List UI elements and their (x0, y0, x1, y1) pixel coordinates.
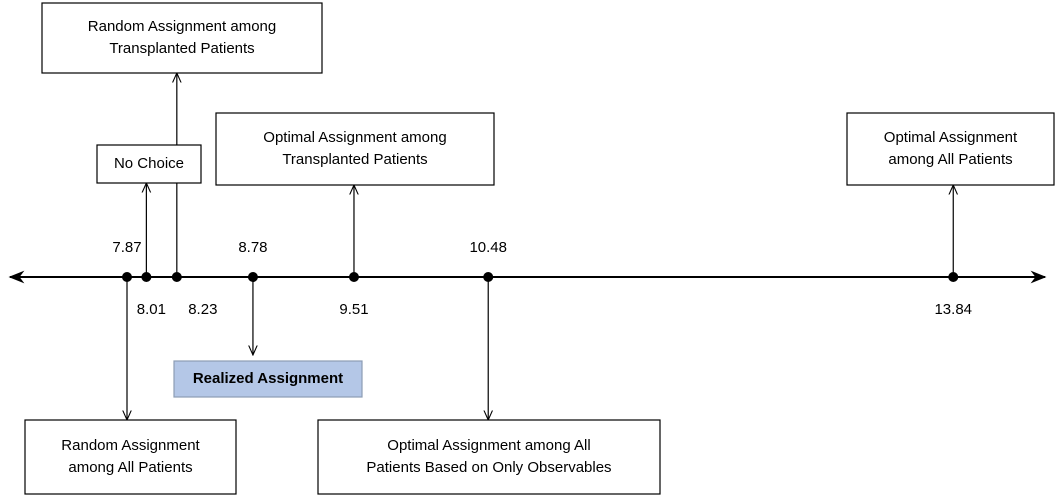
point-label: 13.84 (934, 301, 972, 318)
point (348, 272, 359, 282)
point-label: 8.78 (238, 239, 267, 256)
box-label: Optimal Assignment (884, 129, 1018, 146)
point (948, 272, 959, 282)
label-box (173, 360, 363, 398)
box-label: No Choice (114, 155, 184, 172)
point-label: 8.01 (137, 301, 166, 318)
point (171, 272, 182, 282)
box-label: Optimal Assignment among All (387, 437, 590, 454)
point (247, 272, 258, 282)
point (122, 272, 132, 282)
box-label: Transplanted Patients (282, 151, 427, 168)
point (141, 272, 152, 282)
point-label: 9.51 (339, 301, 368, 318)
point-label: 7.87 (112, 239, 141, 256)
box-label: Realized Assignment (193, 370, 343, 387)
label-box (41, 2, 323, 74)
box-label: Random Assignment (61, 437, 200, 454)
label-box (846, 112, 1055, 186)
label-box (96, 144, 202, 184)
label-box (317, 419, 661, 495)
label-box (215, 112, 495, 186)
box-label: among All Patients (68, 459, 192, 476)
box-label: Random Assignment among (88, 18, 276, 35)
point-label: 8.23 (188, 301, 217, 318)
box-label: among All Patients (888, 151, 1012, 168)
label-box (24, 419, 237, 495)
point-label: 10.48 (469, 239, 507, 256)
box-label: Optimal Assignment among (263, 129, 446, 146)
box-label: Transplanted Patients (109, 40, 254, 57)
box-label: Patients Based on Only Observables (366, 459, 611, 476)
point (483, 272, 494, 282)
